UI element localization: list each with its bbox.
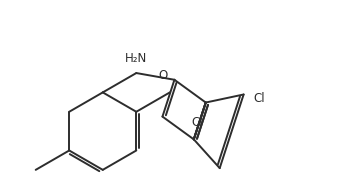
Text: Cl: Cl: [191, 116, 203, 129]
Text: Cl: Cl: [254, 92, 265, 105]
Text: H₂N: H₂N: [125, 52, 147, 65]
Text: O: O: [158, 69, 167, 82]
